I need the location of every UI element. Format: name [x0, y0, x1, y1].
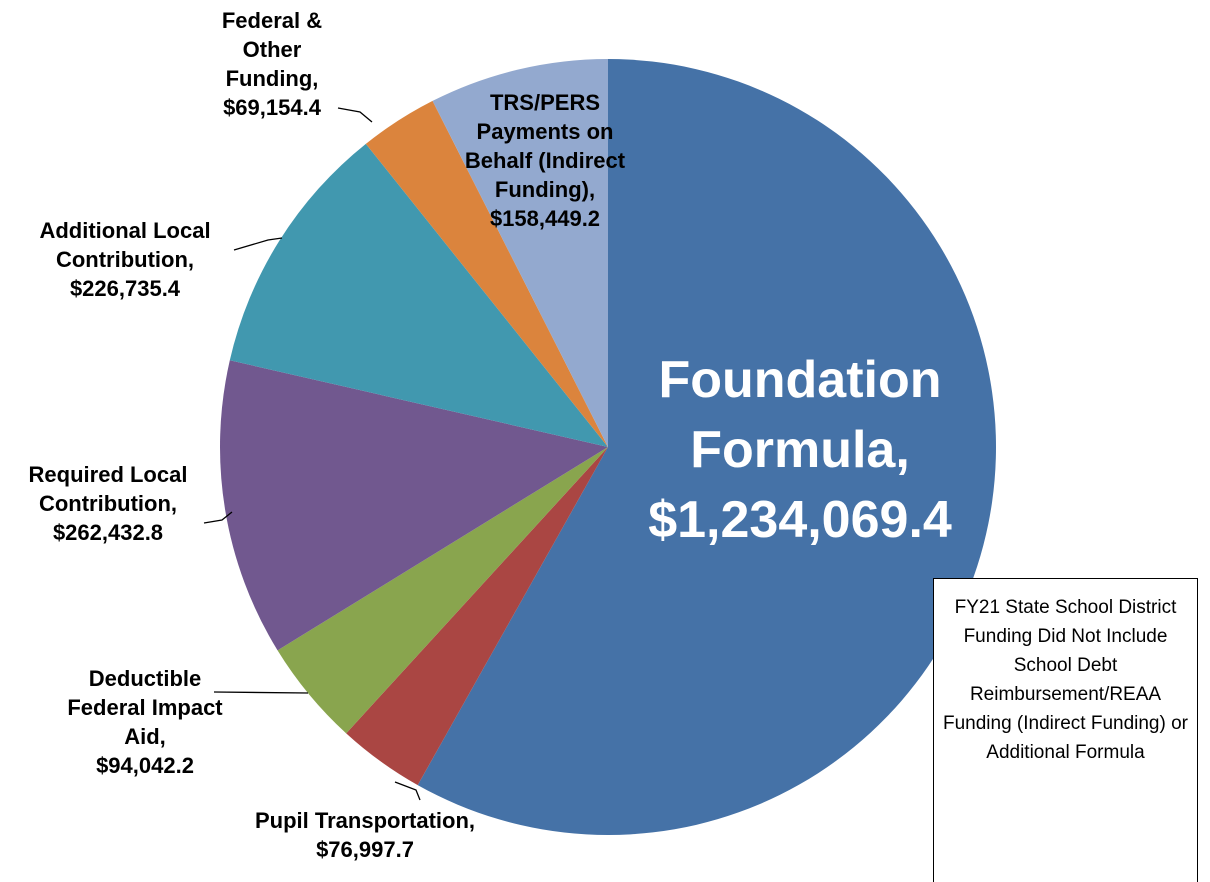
label-value: $69,154.4 — [223, 95, 321, 120]
leader-line — [233, 237, 283, 251]
leader-line — [337, 107, 373, 123]
data-label: Foundation Formula, $1,234,069.4 — [610, 345, 990, 555]
label-name: Federal & Other Funding, — [221, 8, 323, 91]
label-value: $226,735.4 — [69, 276, 181, 301]
leader-line — [394, 781, 421, 801]
label-value: $262,432.8 — [52, 520, 164, 545]
annotation-box: FY21 State School District Funding Did N… — [933, 578, 1198, 882]
label-value: $76,997.7 — [316, 837, 414, 862]
label-value: $158,449.2 — [489, 206, 601, 231]
pie-slice — [365, 100, 608, 447]
label-name: Deductible Federal Impact Aid, — [67, 666, 223, 749]
pie-slice — [229, 143, 608, 447]
label-value: $94,042.2 — [96, 753, 194, 778]
data-label: Pupil Transportation, $76,997.7 — [215, 806, 515, 864]
label-name: Pupil Transportation, — [254, 808, 475, 833]
data-label: Required Local Contribution, $262,432.8 — [1, 460, 216, 547]
data-label: Additional Local Contribution, $226,735.4 — [10, 216, 240, 303]
pie-slice — [432, 59, 608, 447]
label-name: TRS/PERS Payments on Behalf (Indirect Fu… — [464, 90, 626, 202]
pie-slice — [277, 447, 608, 734]
data-label: Federal & Other Funding, $69,154.4 — [197, 6, 347, 122]
leader-line — [213, 691, 309, 694]
label-value: $1,234,069.4 — [648, 491, 952, 549]
data-label: Deductible Federal Impact Aid, $94,042.2 — [65, 664, 225, 780]
label-name: Foundation Formula, — [658, 351, 942, 479]
pie-slice — [220, 360, 608, 651]
data-label: TRS/PERS Payments on Behalf (Indirect Fu… — [443, 88, 648, 233]
leader-line — [203, 511, 233, 524]
label-name: Required Local Contribution, — [28, 462, 188, 516]
pie-slice — [417, 59, 996, 835]
label-name: Additional Local Contribution, — [39, 218, 211, 272]
pie-slice — [346, 447, 608, 786]
